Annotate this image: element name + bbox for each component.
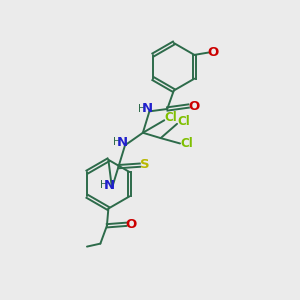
Text: O: O xyxy=(126,218,137,231)
Text: N: N xyxy=(116,136,128,149)
Text: Cl: Cl xyxy=(164,111,177,124)
Text: O: O xyxy=(207,46,218,59)
Text: H: H xyxy=(113,137,121,147)
Text: Cl: Cl xyxy=(177,115,190,128)
Text: H: H xyxy=(138,104,146,114)
Text: Cl: Cl xyxy=(180,137,193,150)
Text: N: N xyxy=(142,103,153,116)
Text: H: H xyxy=(100,180,107,190)
Text: O: O xyxy=(188,100,199,112)
Text: S: S xyxy=(140,158,150,171)
Text: N: N xyxy=(103,178,115,192)
